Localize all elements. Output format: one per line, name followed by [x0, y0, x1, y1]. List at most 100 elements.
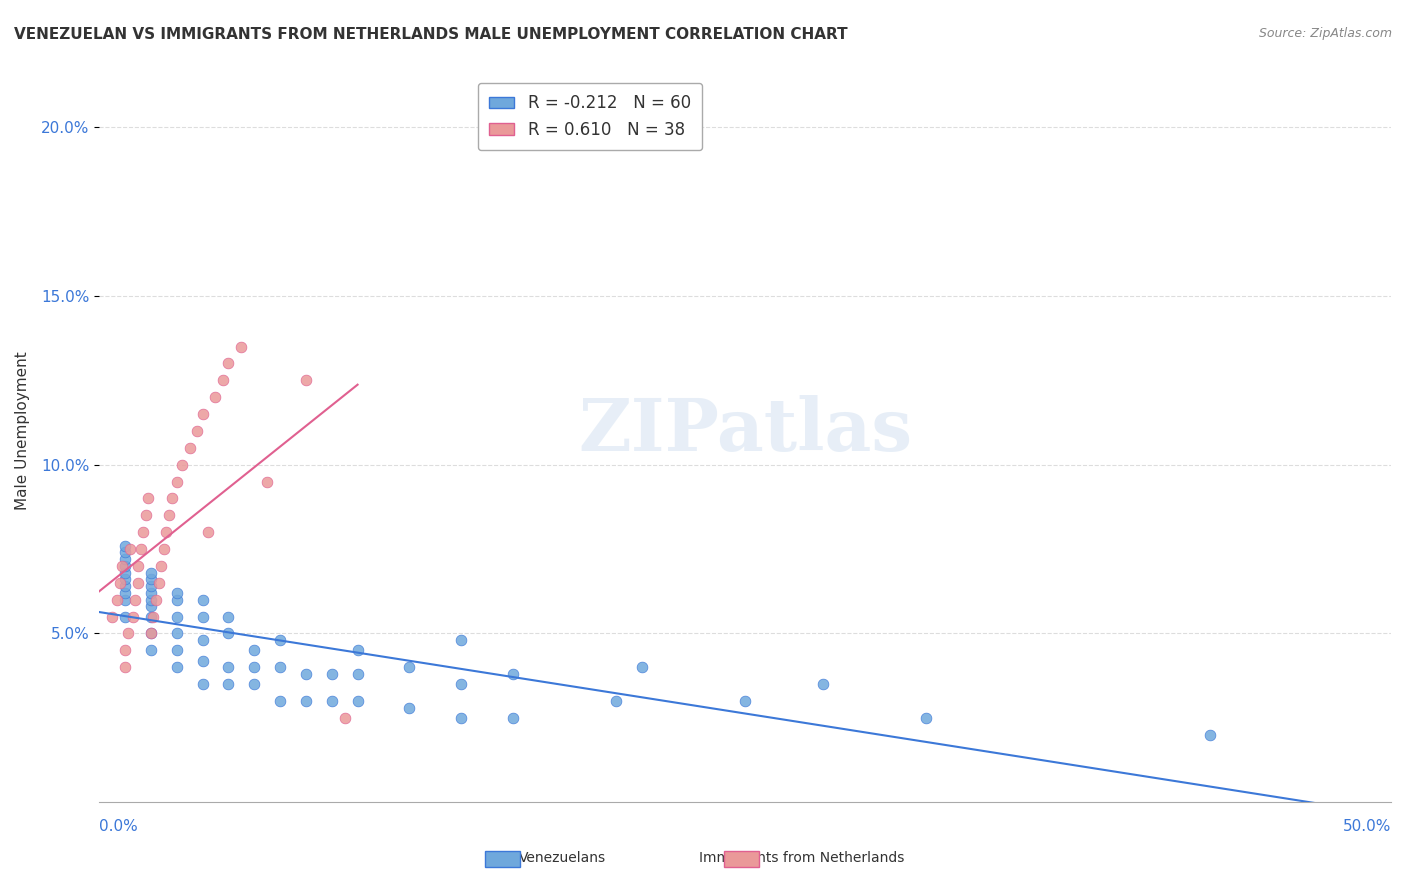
Point	[256, 475, 278, 489]
Point	[191, 653, 214, 667]
Point	[269, 660, 291, 674]
Point	[114, 559, 136, 574]
Point	[197, 525, 219, 540]
Point	[114, 552, 136, 566]
Point	[811, 677, 834, 691]
Point	[139, 592, 162, 607]
Point	[114, 573, 136, 587]
Point	[502, 667, 524, 681]
Point	[114, 539, 136, 553]
Point	[243, 660, 266, 674]
Point	[269, 694, 291, 708]
Point	[117, 626, 139, 640]
Point	[166, 626, 188, 640]
Point	[179, 441, 201, 455]
Point	[346, 667, 368, 681]
Point	[132, 525, 155, 540]
Point	[217, 626, 239, 640]
Point	[243, 677, 266, 691]
Point	[139, 586, 162, 600]
Point	[450, 711, 472, 725]
Point	[160, 491, 183, 506]
Point	[1199, 728, 1222, 742]
Point	[346, 643, 368, 657]
Point	[101, 609, 124, 624]
Text: Source: ZipAtlas.com: Source: ZipAtlas.com	[1258, 27, 1392, 40]
Point	[139, 579, 162, 593]
Point	[321, 667, 343, 681]
Point	[191, 633, 214, 648]
Point	[166, 592, 188, 607]
Point	[170, 458, 193, 472]
Point	[139, 566, 162, 580]
Point	[166, 586, 188, 600]
Point	[450, 677, 472, 691]
Point	[111, 559, 134, 574]
Point	[114, 586, 136, 600]
Point	[630, 660, 652, 674]
Point	[108, 575, 131, 590]
Point	[105, 592, 128, 607]
Point	[295, 373, 318, 387]
Point	[217, 660, 239, 674]
Point	[114, 660, 136, 674]
Point	[502, 711, 524, 725]
Point	[136, 491, 159, 506]
Point	[231, 340, 253, 354]
Point	[398, 700, 420, 714]
Point	[166, 660, 188, 674]
Point	[186, 424, 208, 438]
Point	[166, 475, 188, 489]
Text: Immigrants from Netherlands: Immigrants from Netherlands	[699, 851, 904, 865]
Point	[915, 711, 938, 725]
Point	[139, 609, 162, 624]
Point	[204, 390, 226, 404]
Point	[191, 592, 214, 607]
Text: ZIPatlas: ZIPatlas	[578, 395, 912, 467]
Point	[114, 545, 136, 559]
Point	[121, 609, 143, 624]
Point	[212, 373, 235, 387]
Point	[333, 711, 356, 725]
Point	[127, 575, 149, 590]
Point	[346, 694, 368, 708]
Text: 0.0%: 0.0%	[100, 819, 138, 834]
Point	[114, 566, 136, 580]
Point	[605, 694, 627, 708]
Point	[114, 609, 136, 624]
Point	[145, 592, 167, 607]
Point	[114, 592, 136, 607]
Point	[124, 592, 146, 607]
Point	[139, 643, 162, 657]
Point	[139, 626, 162, 640]
Point	[129, 542, 152, 557]
Point	[321, 694, 343, 708]
Point	[217, 356, 239, 370]
Point	[152, 542, 174, 557]
Point	[150, 559, 173, 574]
Point	[157, 508, 180, 523]
Point	[148, 575, 170, 590]
Point	[139, 626, 162, 640]
Point	[139, 573, 162, 587]
Point	[734, 694, 756, 708]
Point	[243, 643, 266, 657]
Point	[450, 633, 472, 648]
Point	[191, 407, 214, 421]
Point	[295, 667, 318, 681]
Legend: R = -0.212   N = 60, R = 0.610   N = 38: R = -0.212 N = 60, R = 0.610 N = 38	[478, 83, 703, 151]
Point	[191, 677, 214, 691]
Point	[191, 609, 214, 624]
Point	[217, 609, 239, 624]
Point	[166, 643, 188, 657]
Point	[120, 542, 142, 557]
Y-axis label: Male Unemployment: Male Unemployment	[15, 351, 30, 510]
Point	[114, 579, 136, 593]
Point	[217, 677, 239, 691]
Point	[295, 694, 318, 708]
Point	[155, 525, 177, 540]
Point	[166, 609, 188, 624]
Point	[398, 660, 420, 674]
Point	[114, 643, 136, 657]
Text: Venezuelans: Venezuelans	[519, 851, 606, 865]
